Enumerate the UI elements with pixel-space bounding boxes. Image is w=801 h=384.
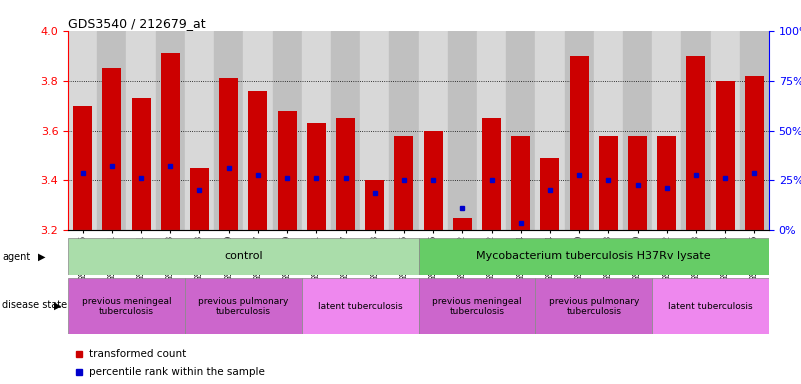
Bar: [248, 91, 268, 230]
Text: disease state: disease state: [2, 300, 67, 310]
Bar: [68, 238, 418, 275]
Bar: [623, 31, 652, 230]
Text: agent: agent: [2, 252, 30, 262]
Text: previous pulmonary
tuberculosis: previous pulmonary tuberculosis: [198, 296, 288, 316]
Bar: [161, 53, 179, 230]
Bar: [453, 218, 472, 230]
Bar: [103, 68, 122, 230]
Bar: [244, 31, 272, 230]
Bar: [511, 136, 530, 230]
Bar: [278, 111, 296, 230]
Bar: [482, 118, 501, 230]
Text: transformed count: transformed count: [89, 349, 187, 359]
Bar: [535, 31, 565, 230]
Text: latent tuberculosis: latent tuberculosis: [668, 302, 753, 311]
Bar: [219, 78, 238, 230]
Bar: [565, 31, 594, 230]
Bar: [715, 81, 735, 230]
Bar: [599, 136, 618, 230]
Bar: [97, 31, 127, 230]
Bar: [682, 31, 710, 230]
Bar: [570, 56, 589, 230]
Bar: [127, 31, 155, 230]
Text: control: control: [224, 251, 263, 262]
Bar: [360, 31, 389, 230]
Bar: [272, 31, 302, 230]
Bar: [365, 180, 384, 230]
Bar: [628, 136, 647, 230]
Bar: [541, 158, 559, 230]
Text: previous meningeal
tuberculosis: previous meningeal tuberculosis: [432, 296, 521, 316]
Bar: [302, 278, 418, 334]
Bar: [302, 31, 331, 230]
Bar: [190, 168, 209, 230]
Bar: [185, 278, 302, 334]
Bar: [448, 31, 477, 230]
Bar: [68, 278, 185, 334]
Bar: [745, 76, 764, 230]
Bar: [418, 238, 769, 275]
Bar: [185, 31, 214, 230]
Bar: [594, 31, 623, 230]
Text: previous meningeal
tuberculosis: previous meningeal tuberculosis: [82, 296, 171, 316]
Bar: [68, 31, 97, 230]
Bar: [331, 31, 360, 230]
Bar: [686, 56, 706, 230]
Bar: [477, 31, 506, 230]
Bar: [307, 123, 326, 230]
Text: previous pulmonary
tuberculosis: previous pulmonary tuberculosis: [549, 296, 639, 316]
Bar: [740, 31, 769, 230]
Bar: [535, 278, 652, 334]
Bar: [73, 106, 92, 230]
Bar: [394, 136, 413, 230]
Text: GDS3540 / 212679_at: GDS3540 / 212679_at: [68, 17, 206, 30]
Bar: [155, 31, 185, 230]
Bar: [418, 278, 535, 334]
Bar: [424, 131, 443, 230]
Bar: [506, 31, 535, 230]
Bar: [336, 118, 355, 230]
Bar: [214, 31, 244, 230]
Bar: [418, 31, 448, 230]
Bar: [131, 98, 151, 230]
Bar: [389, 31, 418, 230]
Text: Mycobacterium tuberculosis H37Rv lysate: Mycobacterium tuberculosis H37Rv lysate: [477, 251, 711, 262]
Bar: [710, 31, 740, 230]
Bar: [658, 136, 676, 230]
Bar: [652, 278, 769, 334]
Text: percentile rank within the sample: percentile rank within the sample: [89, 367, 265, 377]
Text: ▶: ▶: [38, 252, 46, 262]
Bar: [652, 31, 682, 230]
Text: latent tuberculosis: latent tuberculosis: [318, 302, 402, 311]
Text: ▶: ▶: [54, 300, 62, 310]
